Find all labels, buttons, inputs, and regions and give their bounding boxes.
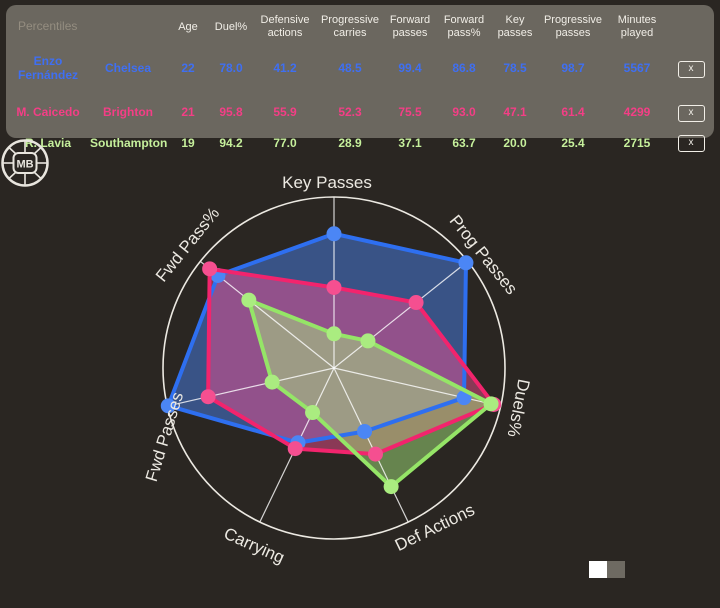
mb-logo: MB bbox=[1, 139, 49, 187]
column-header-6: Key passes bbox=[497, 14, 533, 39]
percentiles-table: Percentiles Age Duel% Defensive actions Pro… bbox=[6, 5, 714, 152]
column-header-3: Progressive carries bbox=[320, 14, 380, 39]
radar-marker-1-6 bbox=[202, 261, 218, 277]
player-stat: 37.1 bbox=[398, 135, 422, 150]
player-stat: 93.0 bbox=[452, 105, 476, 120]
player-stat: 52.3 bbox=[338, 105, 362, 120]
radar-chart-area: Key Passes Prog Passes Duels% Def Actions Ca… bbox=[0, 138, 720, 608]
radar-marker-0-0 bbox=[326, 226, 342, 242]
radar-spoke-5 bbox=[167, 367, 335, 407]
toggle-square-inactive[interactable] bbox=[607, 561, 625, 578]
player-stat: 86.8 bbox=[452, 61, 476, 76]
player-stat: 41.2 bbox=[273, 61, 297, 76]
radar-spoke-2 bbox=[333, 367, 501, 407]
radar-marker-1-0 bbox=[326, 279, 342, 295]
player-stat: 77.0 bbox=[273, 135, 297, 150]
column-header-0: Age bbox=[178, 20, 198, 33]
radar-marker-1-3 bbox=[367, 446, 383, 462]
player-stat: 2715 bbox=[623, 135, 651, 150]
player-stat: 4299 bbox=[623, 105, 651, 120]
toggle-square-active[interactable] bbox=[589, 561, 607, 578]
radar-marker-0-5 bbox=[160, 398, 176, 414]
player-stat: 25.4 bbox=[561, 135, 585, 150]
player-stat: 75.5 bbox=[398, 105, 422, 120]
radar-marker-0-3 bbox=[357, 423, 373, 439]
player-stat: 63.7 bbox=[452, 135, 476, 150]
player-stat: 78.0 bbox=[219, 61, 243, 76]
player-name: Enzo Fernández bbox=[17, 54, 78, 82]
radar-marker-1-1 bbox=[408, 295, 424, 311]
player-stat: 5567 bbox=[623, 61, 651, 76]
player-stat: 94.2 bbox=[219, 135, 243, 150]
radar-marker-2-2 bbox=[483, 396, 499, 412]
radar-marker-2-3 bbox=[383, 479, 399, 495]
radar-line-1 bbox=[206, 266, 496, 457]
player-name: M. Caicedo bbox=[16, 105, 80, 120]
player-team: Brighton bbox=[103, 105, 153, 120]
radar-marker-2-0 bbox=[326, 326, 342, 342]
radar-fill-2 bbox=[248, 300, 492, 487]
radar-marker-2-5 bbox=[264, 374, 280, 390]
logo-text: MB bbox=[16, 159, 33, 171]
radar-outer-ring bbox=[162, 196, 506, 540]
logo-badge bbox=[12, 152, 38, 174]
remove-player-cell: x bbox=[668, 104, 714, 122]
radar-line-2 bbox=[246, 298, 494, 489]
radar-fill-1 bbox=[208, 268, 494, 455]
column-header-4: Forward passes bbox=[389, 14, 431, 39]
player-stat: 99.4 bbox=[398, 61, 422, 76]
remove-player-button[interactable]: x bbox=[677, 135, 705, 152]
player-stat: 98.7 bbox=[561, 61, 585, 76]
player-stat: 48.5 bbox=[338, 61, 362, 76]
player-stat: 20.0 bbox=[503, 135, 527, 150]
column-header-2: Defensive actions bbox=[260, 14, 310, 39]
player-team: Southampton bbox=[90, 135, 168, 150]
remove-player-button[interactable]: x bbox=[677, 60, 705, 78]
radar-marker-0-1 bbox=[458, 255, 474, 271]
column-header-5: Forward pass% bbox=[443, 14, 485, 39]
radar-chart-svg bbox=[160, 196, 506, 540]
display-toggle bbox=[589, 561, 625, 578]
player-stat: 21 bbox=[181, 105, 195, 120]
radar-marker-2-6 bbox=[241, 292, 257, 308]
radar-marker-1-4 bbox=[287, 441, 303, 457]
player-name: R. Lavia bbox=[24, 135, 72, 150]
remove-player-cell: x bbox=[668, 60, 714, 78]
column-header-7: Progressive passes bbox=[543, 14, 603, 39]
radar-fill-0 bbox=[168, 233, 466, 443]
radar-marker-2-4 bbox=[305, 405, 321, 421]
player-stat: 61.4 bbox=[561, 105, 585, 120]
player-stat: 22 bbox=[181, 61, 195, 76]
player-stat: 28.9 bbox=[338, 135, 362, 150]
logo-ball-seams bbox=[3, 140, 47, 186]
radar-axis-label-0: Key Passes bbox=[282, 173, 372, 192]
table-corner-label: Percentiles bbox=[18, 19, 78, 34]
player-stat: 47.1 bbox=[503, 105, 527, 120]
player-stat: 19 bbox=[181, 135, 195, 150]
player-stat: 78.5 bbox=[503, 61, 527, 76]
player-team: Chelsea bbox=[104, 61, 152, 76]
radar-spoke-3 bbox=[333, 367, 409, 523]
remove-player-button[interactable]: x bbox=[677, 104, 705, 122]
player-stat: 55.9 bbox=[273, 105, 297, 120]
radar-spoke-1 bbox=[333, 260, 469, 369]
radar-marker-2-1 bbox=[360, 333, 376, 349]
column-header-8: Minutes played bbox=[617, 14, 657, 39]
player-stat: 95.8 bbox=[219, 105, 243, 120]
radar-marker-1-5 bbox=[200, 389, 216, 405]
remove-player-cell: x bbox=[668, 135, 714, 152]
column-header-1: Duel% bbox=[214, 20, 248, 33]
